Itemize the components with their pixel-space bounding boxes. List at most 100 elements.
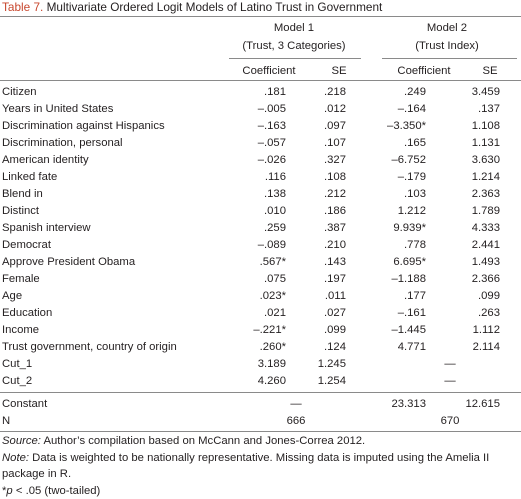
row-label: Years in United States — [2, 102, 113, 116]
m1-coef: 3.189 — [220, 357, 286, 371]
m1-se: .212 — [300, 187, 346, 201]
m2-coef: .778 — [370, 238, 426, 252]
m1-coef: 4.260 — [220, 374, 286, 388]
row-label: Citizen — [2, 85, 37, 99]
row-label: American identity — [2, 153, 89, 167]
m2-se: 2.366 — [450, 272, 500, 286]
table-number: Table 7. — [2, 0, 43, 14]
row-label: Income — [2, 323, 39, 337]
m1-coef: .138 — [220, 187, 286, 201]
rule-header — [0, 80, 521, 81]
m1-coef: .181 — [220, 85, 286, 99]
m2-se-header: SE — [467, 64, 513, 78]
m2-se: 1.214 — [450, 170, 500, 184]
note-text: Data is weighted to be nationally repres… — [2, 452, 489, 481]
n-m2: 670 — [420, 414, 480, 428]
source-text: Author’s compilation based on McCann and… — [41, 435, 365, 447]
m2-coef: 6.695* — [370, 255, 426, 269]
source-label: Source: — [2, 435, 41, 447]
m1-se: .218 — [300, 85, 346, 99]
constant-m2-coef: 23.313 — [370, 397, 426, 411]
note-label: Note: — [2, 452, 29, 464]
row-label: Blend in — [2, 187, 43, 201]
row-label: Female — [2, 272, 40, 286]
row-label: Cut_1 — [2, 357, 32, 371]
m1-coef: –.221* — [220, 323, 286, 337]
model2-subtitle: (Trust Index) — [382, 39, 512, 53]
m2-se: 2.363 — [450, 187, 500, 201]
m1-coef: .116 — [220, 170, 286, 184]
m1-se: .097 — [300, 119, 346, 133]
m1-coef: .259 — [220, 221, 286, 235]
m2-coef: 9.939* — [370, 221, 426, 235]
row-label: Cut_2 — [2, 374, 32, 388]
rule-top — [0, 16, 521, 17]
m1-coef: .010 — [220, 204, 286, 218]
m2-se: 4.333 — [450, 221, 500, 235]
m1-coef: –.005 — [220, 102, 286, 116]
table-title: Multivariate Ordered Logit Models of Lat… — [47, 0, 383, 14]
m1-se: 1.254 — [300, 374, 346, 388]
n-label: N — [2, 414, 10, 428]
m2-coef: –6.752 — [370, 153, 426, 167]
m2-cut1-dash: — — [420, 357, 480, 371]
m2-coef: .249 — [370, 85, 426, 99]
m1-se: .012 — [300, 102, 346, 116]
m1-coef: –.026 — [220, 153, 286, 167]
m1-coef: –.057 — [220, 136, 286, 150]
table-figure: Table 7. Multivariate Ordered Logit Mode… — [0, 0, 521, 483]
m2-coef: –.179 — [370, 170, 426, 184]
row-label: Education — [2, 306, 52, 320]
m2-coef: 1.212 — [370, 204, 426, 218]
m1-coef: .567* — [220, 255, 286, 269]
m2-se: 1.789 — [450, 204, 500, 218]
row-label: Age — [2, 289, 22, 303]
model2-name: Model 2 — [382, 21, 512, 35]
table-caption: Table 7. Multivariate Ordered Logit Mode… — [2, 0, 382, 14]
m2-se: .099 — [450, 289, 500, 303]
row-label: Trust government, country of origin — [2, 340, 177, 354]
constant-m1: — — [266, 397, 326, 411]
m1-se: .099 — [300, 323, 346, 337]
m2-se: .137 — [450, 102, 500, 116]
m1-coef-header: Coefficient — [229, 64, 309, 78]
m2-se: 2.114 — [450, 340, 500, 354]
n-m1: 666 — [266, 414, 326, 428]
row-label: Linked fate — [2, 170, 57, 184]
m1-se: .027 — [300, 306, 346, 320]
row-label: Discrimination, personal — [2, 136, 123, 150]
m2-coef: –.161 — [370, 306, 426, 320]
m1-se: 1.245 — [300, 357, 346, 371]
m1-coef: .021 — [220, 306, 286, 320]
m1-coef: –.163 — [220, 119, 286, 133]
significance-note: *p < .05 (two-tailed) — [2, 483, 517, 499]
m2-coef: .177 — [370, 289, 426, 303]
m2-se: 1.108 — [450, 119, 500, 133]
m2-cut2-dash: — — [420, 374, 480, 388]
m2-coef: –.164 — [370, 102, 426, 116]
rule-model2 — [382, 58, 517, 59]
row-label: Distinct — [2, 204, 39, 218]
m2-se: 1.131 — [450, 136, 500, 150]
m1-se: .124 — [300, 340, 346, 354]
m2-coef: –1.188 — [370, 272, 426, 286]
row-label: Approve President Obama — [2, 255, 135, 269]
m1-se: .210 — [300, 238, 346, 252]
m1-se: .011 — [300, 289, 346, 303]
m1-se: .143 — [300, 255, 346, 269]
m2-se: 1.493 — [450, 255, 500, 269]
m2-coef: –3.350* — [370, 119, 426, 133]
m2-coef: 4.771 — [370, 340, 426, 354]
m1-coef: –.089 — [220, 238, 286, 252]
m2-coef: .103 — [370, 187, 426, 201]
table-notes: Source: Author’s compilation based on Mc… — [2, 433, 517, 499]
m2-se: 1.112 — [450, 323, 500, 337]
m2-coef-header: Coefficient — [384, 64, 464, 78]
row-label: Discrimination against Hispanics — [2, 119, 165, 133]
source-note: Source: Author’s compilation based on Mc… — [2, 433, 517, 450]
m2-se: .263 — [450, 306, 500, 320]
m1-se: .107 — [300, 136, 346, 150]
model1-subtitle: (Trust, 3 Categories) — [229, 39, 359, 53]
weighting-note: Note: Data is weighted to be nationally … — [2, 450, 517, 483]
row-label: Spanish interview — [2, 221, 91, 235]
